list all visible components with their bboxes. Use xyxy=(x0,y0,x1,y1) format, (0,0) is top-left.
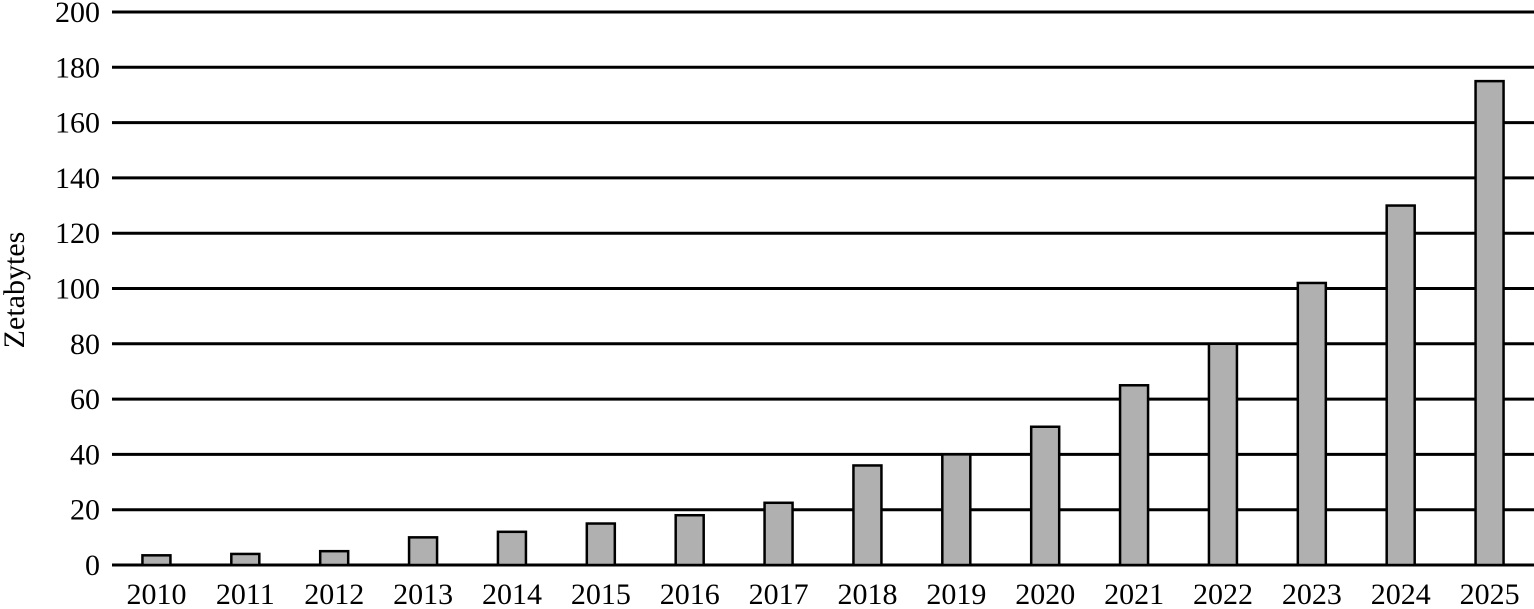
x-tick-label: 2017 xyxy=(749,578,809,609)
y-tick-label: 160 xyxy=(55,107,100,140)
x-tick-label: 2024 xyxy=(1371,578,1431,609)
x-tick-label: 2013 xyxy=(393,578,453,609)
y-tick-label: 40 xyxy=(70,438,100,471)
y-tick-label: 100 xyxy=(55,273,100,306)
y-tick-label: 0 xyxy=(85,549,100,582)
x-tick-label: 2019 xyxy=(926,578,986,609)
y-axis-ticks: 0 20 40 60 80 100 120 140 160 180 200 xyxy=(55,0,100,582)
bar-2012 xyxy=(318,549,350,567)
bar-2014 xyxy=(496,530,528,567)
x-tick-label: 2010 xyxy=(126,578,186,609)
bar-2016 xyxy=(674,513,705,567)
y-tick-label: 20 xyxy=(70,494,100,527)
bar-2010 xyxy=(141,554,172,567)
x-tick-label: 2012 xyxy=(304,578,364,609)
y-tick-label: 80 xyxy=(70,328,100,361)
bar-2023 xyxy=(1296,281,1328,567)
y-tick-label: 180 xyxy=(55,51,100,84)
y-tick-label: 60 xyxy=(70,383,100,416)
y-axis-label: Zetabytes xyxy=(0,232,31,349)
x-tick-label: 2011 xyxy=(216,578,275,609)
x-tick-label: 2020 xyxy=(1015,578,1075,609)
y-tick-label: 140 xyxy=(55,162,100,195)
x-tick-label: 2022 xyxy=(1193,578,1253,609)
bar-2018 xyxy=(852,464,883,567)
bar-2015 xyxy=(585,522,617,567)
x-tick-label: 2023 xyxy=(1282,578,1342,609)
x-axis-ticks: 2010 2011 2012 2013 2014 2015 2016 2017 2018 2019… xyxy=(126,578,1519,609)
bar-2013 xyxy=(407,536,439,567)
bar-2025 xyxy=(1474,79,1505,567)
x-tick-label: 2021 xyxy=(1104,578,1164,609)
bar-2017 xyxy=(763,501,794,567)
bar-2020 xyxy=(1029,425,1061,567)
x-tick-label: 2015 xyxy=(571,578,631,609)
x-tick-label: 2018 xyxy=(837,578,897,609)
x-tick-label: 2025 xyxy=(1460,578,1520,609)
x-tick-label: 2014 xyxy=(482,578,542,609)
bar-2019 xyxy=(941,453,972,567)
y-tick-label: 120 xyxy=(55,217,100,250)
x-tick-label: 2016 xyxy=(660,578,720,609)
bar-2011 xyxy=(230,552,261,567)
bar-2021 xyxy=(1118,384,1150,567)
y-tick-label: 200 xyxy=(55,0,100,29)
bar-2024 xyxy=(1385,204,1416,567)
bars xyxy=(141,79,1505,567)
bar-2022 xyxy=(1207,342,1239,567)
grid-lines xyxy=(112,10,1534,567)
